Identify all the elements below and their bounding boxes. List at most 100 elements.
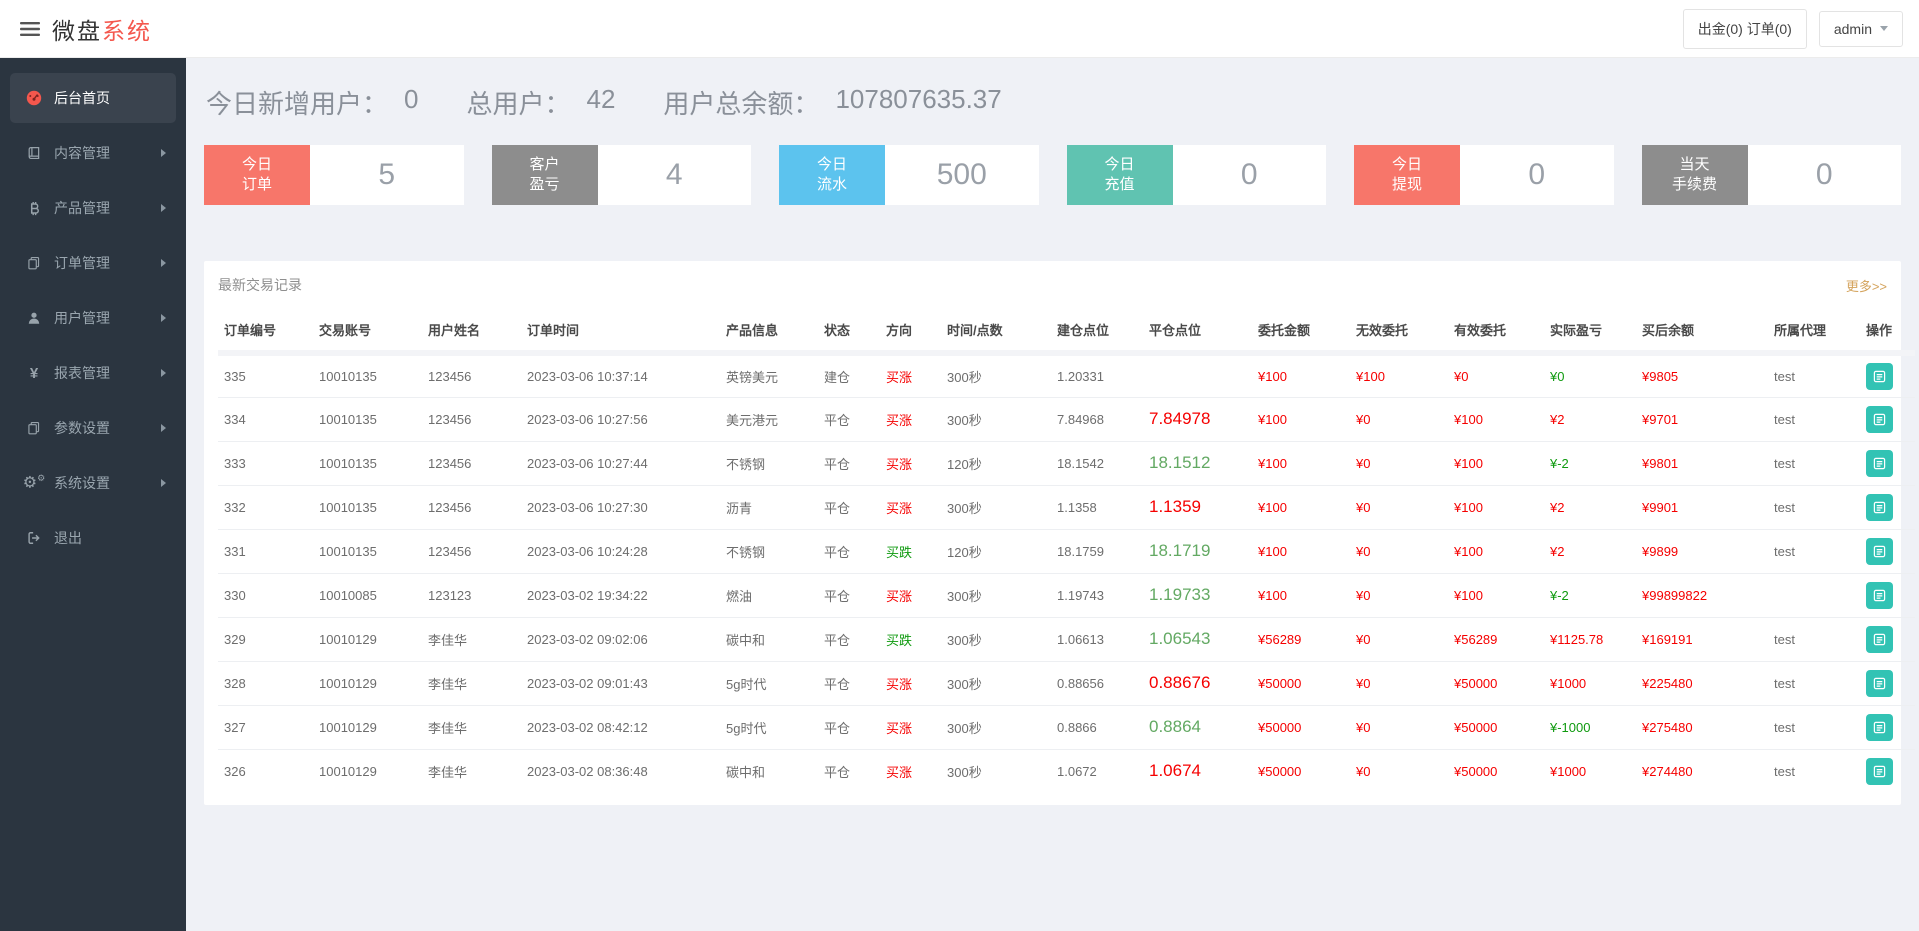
- cell-profit: ¥2: [1544, 529, 1636, 574]
- cell-open-point: 1.20331: [1051, 353, 1143, 398]
- cell-valid-amount: ¥100: [1448, 441, 1544, 486]
- cell-direction: 买涨: [880, 705, 941, 750]
- order-detail-button[interactable]: [1866, 625, 1893, 653]
- cell-invalid-amount: ¥0: [1350, 705, 1448, 750]
- detail-icon: [1873, 413, 1886, 426]
- cell-direction: 买跌: [880, 529, 941, 574]
- order-detail-button[interactable]: [1866, 493, 1893, 521]
- cell-account: 10010135: [313, 485, 422, 530]
- cell-profit: ¥1125.78: [1544, 617, 1636, 662]
- order-detail-button[interactable]: [1866, 757, 1893, 785]
- cell-status: 平仓: [818, 485, 880, 530]
- cell-agent: test: [1768, 661, 1860, 706]
- stat-cards: 今日 订单 5 客户 盈亏 4 今日 流水 500 今日 充值 0 今日 提现 …: [204, 145, 1901, 205]
- cell-action: [1860, 661, 1915, 706]
- cell-valid-amount: ¥50000: [1448, 661, 1544, 706]
- order-detail-button[interactable]: [1866, 713, 1893, 741]
- more-link[interactable]: 更多>>: [1845, 278, 1887, 294]
- sidebar-item[interactable]: 产品管理: [10, 183, 176, 233]
- sidebar-item[interactable]: ¥ 报表管理: [10, 348, 176, 398]
- column-header-1: 交易账号: [313, 309, 422, 356]
- withdraw-orders-button[interactable]: 出金(0) 订单(0): [1682, 8, 1807, 49]
- stat-card-value: 0: [1528, 158, 1546, 191]
- cell-balance: ¥9805: [1636, 353, 1768, 398]
- panel-header: 最新交易记录 更多>>: [218, 261, 1887, 309]
- cell-action: [1860, 485, 1915, 530]
- sidebar-item[interactable]: 退出: [10, 513, 176, 563]
- cell-agent: test: [1768, 617, 1860, 662]
- sidebar-item[interactable]: 参数设置: [10, 403, 176, 453]
- cell-order-id: 327: [218, 705, 313, 750]
- topbar: 微盘系统 出金(0) 订单(0) admin: [0, 0, 1919, 58]
- cell-amount: ¥50000: [1252, 705, 1350, 750]
- cell-status: 平仓: [824, 764, 851, 780]
- cell-profit: ¥2: [1544, 485, 1636, 530]
- stat-card: 当天 手续费 0: [1641, 145, 1901, 205]
- order-detail-button[interactable]: [1866, 405, 1893, 433]
- sidebar-item[interactable]: 用户管理: [10, 293, 176, 343]
- order-detail-button[interactable]: [1866, 362, 1893, 390]
- sidebar-item-label: 报表管理: [54, 365, 110, 381]
- stat-card-label-line2: 订单: [241, 176, 272, 193]
- admin-username: admin: [1833, 20, 1872, 37]
- cell-open-point: 7.84968: [1051, 397, 1143, 442]
- stat-group: 总用户： 42: [466, 84, 615, 121]
- stat-card-label-line1: 客户: [529, 156, 560, 173]
- cell-product: 燃油: [720, 573, 818, 618]
- cell-close-point: 1.06543: [1143, 617, 1252, 662]
- stat-card: 今日 流水 500: [779, 145, 1039, 205]
- panel-title: 最新交易记录: [218, 277, 302, 293]
- cell-direction: 买涨: [880, 397, 941, 442]
- cell-duration: 300秒: [941, 485, 1051, 530]
- chevron-right-icon: [161, 314, 166, 322]
- cell-agent: test: [1768, 353, 1860, 398]
- stat-group: 今日新增用户： 0: [206, 84, 418, 121]
- sidebar-item-label: 参数设置: [54, 420, 110, 436]
- sidebar-item[interactable]: 订单管理: [10, 238, 176, 288]
- stat-value: 0: [404, 84, 419, 114]
- admin-dropdown[interactable]: admin: [1818, 10, 1903, 47]
- user-icon: [22, 311, 46, 325]
- copy-icon: [22, 421, 46, 435]
- detail-icon: [1873, 370, 1886, 383]
- stat-card-label-line1: 今日: [1391, 156, 1422, 173]
- table-row: 327 10010129 李佳华 2023-03-02 08:42:12 5g时代 平仓买…: [218, 705, 1915, 750]
- cell-agent: test: [1768, 441, 1860, 486]
- order-detail-button[interactable]: [1866, 581, 1893, 609]
- cell-user-name: 123123: [422, 573, 521, 618]
- cell-open-point: 18.1542: [1051, 441, 1143, 486]
- hamburger-menu-icon[interactable]: [20, 21, 40, 37]
- cell-status: 建仓: [818, 353, 880, 398]
- table-row: 329 10010129 李佳华 2023-03-02 09:02:06 碳中和 平仓 买跌…: [218, 617, 1915, 662]
- cell-profit: ¥2: [1544, 397, 1636, 442]
- cell-status: 平仓: [818, 573, 880, 618]
- cell-duration: 300秒: [941, 617, 1051, 662]
- layout: 后台首页 内容管理 产品管理 订单管理 用户管理 ¥ 报表管理 参数设置 ⚙⚙ …: [0, 58, 1919, 931]
- cell-user-name: 李佳华: [422, 617, 521, 662]
- cell-agent: test: [1768, 705, 1860, 750]
- cell-product: 美元港元: [720, 397, 818, 442]
- stat-group: 用户总余额： 107807635.37: [663, 84, 1001, 121]
- cell-duration: 300秒: [941, 705, 1051, 750]
- cell-open-point: 0.88656: [1051, 661, 1143, 706]
- table-row: 334 10010135 123456 2023-03-06 10:27:56 美元港元…: [218, 397, 1915, 442]
- cell-balance: ¥9901: [1636, 485, 1768, 530]
- sidebar-item[interactable]: ⚙⚙ 系统设置: [10, 458, 176, 508]
- cell-agent: test: [1768, 529, 1860, 574]
- cell-duration: 120秒: [941, 441, 1051, 486]
- cell-status: 平仓: [818, 529, 880, 574]
- cell-action: [1860, 705, 1915, 750]
- cell-product: 不锈钢: [720, 441, 818, 486]
- order-detail-button[interactable]: [1866, 537, 1893, 565]
- sidebar-item-label: 产品管理: [54, 200, 110, 216]
- cell-valid-amount: ¥0: [1448, 353, 1544, 398]
- sidebar: 后台首页 内容管理 产品管理 订单管理 用户管理 ¥ 报表管理 参数设置 ⚙⚙ …: [0, 58, 186, 931]
- cell-user-name: 123456: [422, 441, 521, 486]
- order-detail-button[interactable]: [1866, 669, 1893, 697]
- sidebar-item[interactable]: 后台首页: [10, 73, 176, 123]
- sidebar-item[interactable]: 内容管理: [10, 128, 176, 178]
- stat-label: 用户总余额：: [663, 89, 820, 119]
- cell-amount: ¥100: [1252, 485, 1350, 530]
- stat-card-label-line1: 今日: [816, 156, 847, 173]
- order-detail-button[interactable]: [1866, 449, 1893, 477]
